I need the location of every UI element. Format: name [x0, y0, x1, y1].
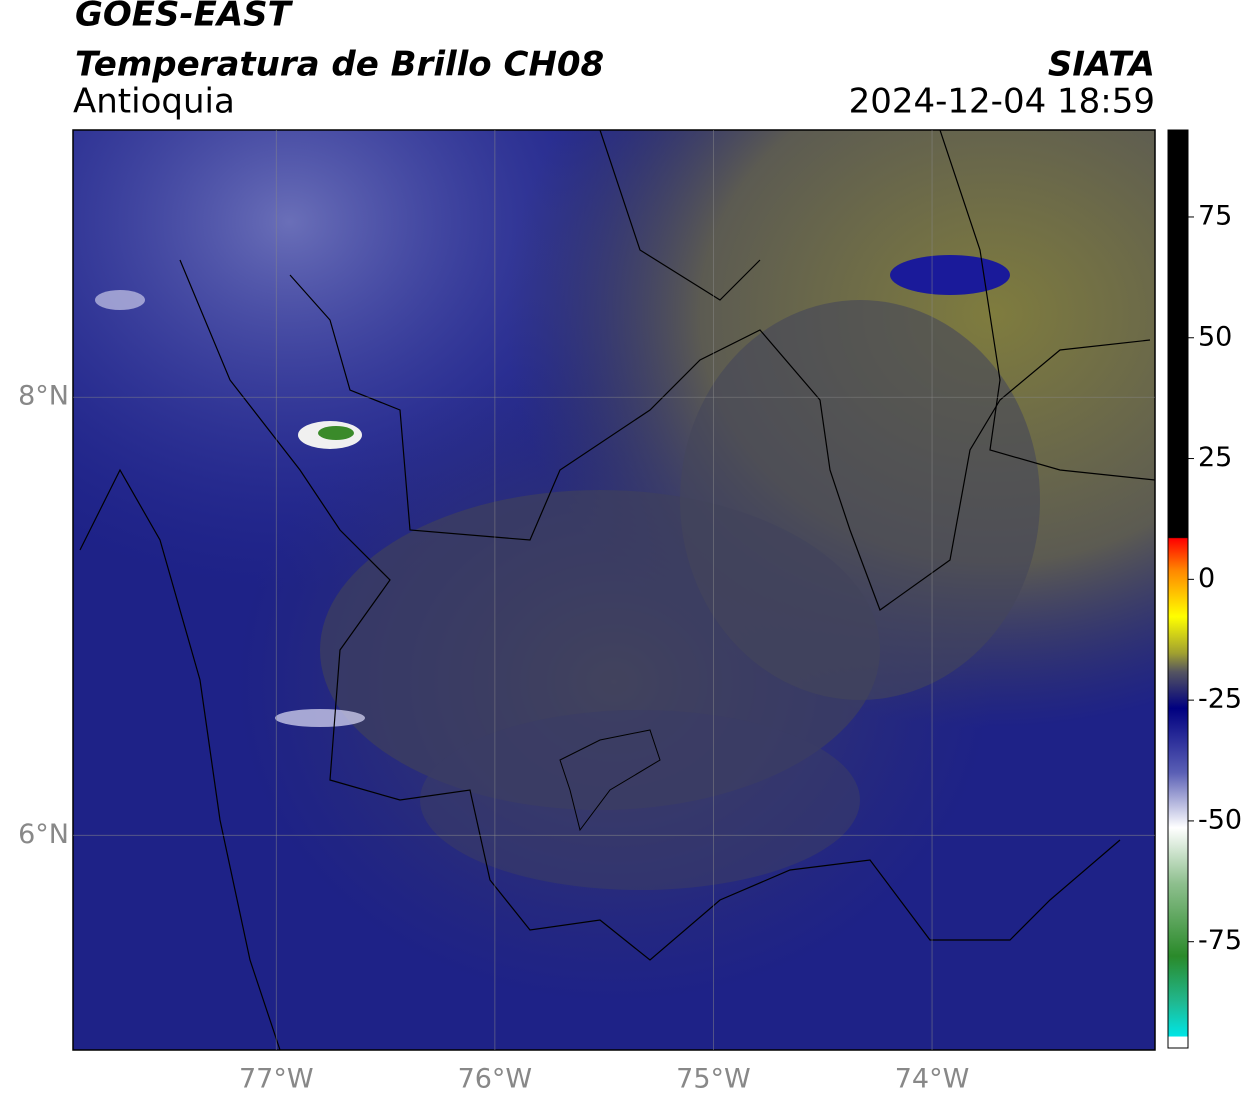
- datetime: 2024-12-04 18:59: [849, 82, 1155, 122]
- colorbar-tick-label: -50: [1198, 804, 1242, 835]
- lon-tick-label: 76°W: [458, 1064, 533, 1095]
- colorbar-tick-label: 0: [1198, 563, 1215, 594]
- map-frame: [72, 129, 1156, 1051]
- colorbar-tick-label: 50: [1198, 321, 1232, 352]
- colorbar: [1167, 129, 1189, 1049]
- title: GOES-EAST: [75, 0, 294, 35]
- satellite-image: [73, 130, 1155, 1050]
- region: Antioquia: [73, 82, 235, 122]
- source: SIATA: [1048, 45, 1155, 85]
- lat-tick-label: 6°N: [18, 819, 69, 850]
- lon-tick-label: 75°W: [676, 1064, 751, 1095]
- lon-tick-label: 74°W: [895, 1064, 970, 1095]
- colorbar-tick-label: -25: [1198, 684, 1242, 715]
- lon-tick-label: 77°W: [239, 1064, 314, 1095]
- colorbar-tick-label: 25: [1198, 442, 1232, 473]
- subtitle: Temperatura de Brillo CH08: [75, 45, 604, 85]
- lat-tick-label: 8°N: [18, 381, 69, 412]
- colorbar-tick-label: 75: [1198, 200, 1232, 231]
- colorbar-tick-label: -75: [1198, 925, 1242, 956]
